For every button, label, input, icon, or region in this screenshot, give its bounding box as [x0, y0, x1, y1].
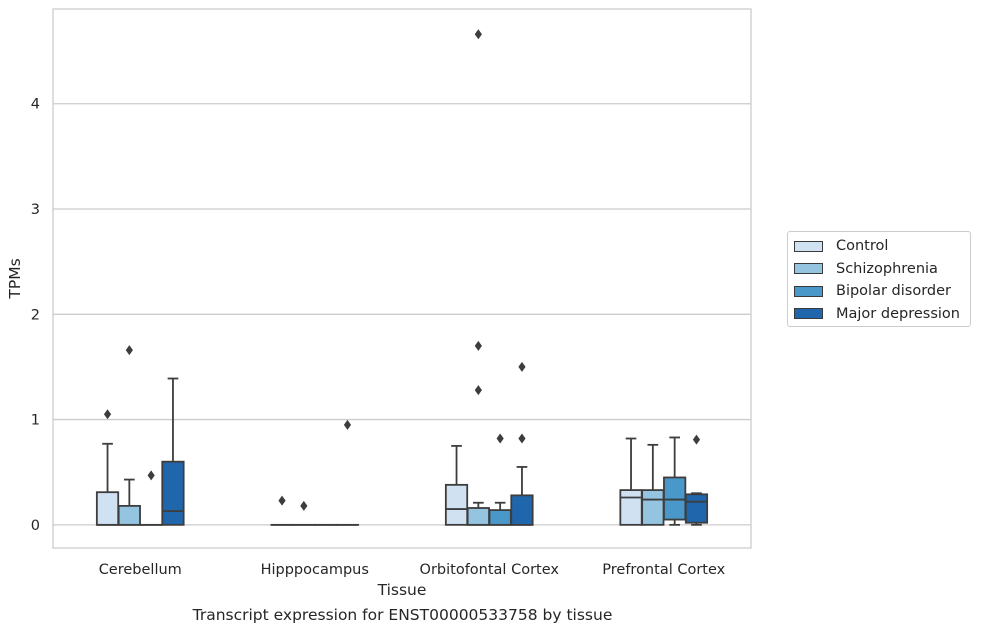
- box-rect: [663, 476, 687, 521]
- box-rect: [684, 493, 709, 524]
- outlier-point: [518, 433, 526, 444]
- box-bipolar-disorder: [663, 436, 687, 526]
- outliers-layer: [103, 29, 701, 511]
- box-rect: [619, 489, 643, 526]
- y-tick-label: 3: [31, 202, 40, 218]
- legend-swatch: [794, 240, 823, 252]
- chart-caption: Transcript expression for ENST0000053375…: [192, 606, 613, 624]
- legend-label: Schizophrenia: [836, 260, 938, 277]
- legend-swatch: [794, 308, 823, 319]
- y-tick-label: 2: [31, 307, 40, 323]
- boxes-layer: [95, 377, 709, 526]
- box-rect: [510, 494, 534, 526]
- box-control: [619, 437, 643, 526]
- grid-lines: [53, 103, 751, 526]
- y-tick-label: 4: [31, 97, 40, 113]
- outlier-point: [692, 434, 701, 445]
- legend-label: Major depression: [836, 305, 960, 322]
- outlier-point: [125, 345, 133, 356]
- box-rect: [488, 509, 512, 526]
- box-control: [95, 442, 120, 526]
- x-tick-label: Prefrontal Cortex: [602, 562, 725, 578]
- box-major-depression: [510, 466, 534, 526]
- x-axis-label: Tissue: [377, 581, 427, 599]
- outlier-point: [474, 385, 482, 396]
- box-bipolar-disorder: [488, 501, 512, 526]
- box-schizophrenia: [466, 501, 490, 526]
- outlier-point: [300, 500, 308, 511]
- legend-item: Bipolar disorder: [794, 282, 951, 300]
- box-rect: [95, 491, 120, 526]
- legend: Control Schizophrenia Bipolar disorder Majo…: [787, 231, 971, 327]
- box-schizophrenia: [641, 443, 665, 526]
- outlier-point: [278, 495, 286, 506]
- legend-item: Schizophrenia: [794, 260, 938, 278]
- outlier-point: [474, 340, 482, 351]
- y-tick-labels: 0 1 2 3 4: [31, 97, 40, 534]
- outlier-point: [343, 419, 352, 430]
- box-rect: [466, 507, 490, 526]
- y-axis-label: TPMs: [6, 258, 24, 299]
- box-rect: [161, 460, 185, 526]
- x-tick-label: Orbitofontal Cortex: [420, 562, 560, 578]
- legend-item: Major depression: [794, 305, 960, 323]
- outlier-point: [103, 409, 112, 420]
- legend-label: Bipolar disorder: [836, 283, 951, 299]
- legend-label: Control: [836, 238, 889, 254]
- legend-swatch: [794, 263, 823, 274]
- outlier-point: [496, 433, 504, 444]
- y-tick-label: 1: [31, 413, 40, 429]
- box-major-depression: [161, 377, 185, 526]
- outlier-point: [518, 361, 526, 372]
- x-tick-label: Hipppocampus: [261, 562, 369, 578]
- outlier-point: [474, 29, 482, 40]
- plot-frame: [52, 8, 752, 549]
- box-rect: [641, 489, 665, 526]
- box-major-depression: [684, 492, 709, 526]
- x-tick-label: Cerebellum: [99, 562, 182, 578]
- outlier-point: [147, 470, 155, 481]
- box-rect: [117, 504, 141, 526]
- box-control: [444, 444, 469, 526]
- x-tick-labels: Cerebellum Hipppocampus Orbitofontal Corte…: [99, 562, 726, 578]
- legend-item: Control: [794, 237, 888, 255]
- box-rect: [444, 483, 469, 526]
- legend-swatch: [794, 285, 823, 297]
- y-tick-label: 0: [31, 518, 40, 534]
- box-schizophrenia: [117, 478, 141, 526]
